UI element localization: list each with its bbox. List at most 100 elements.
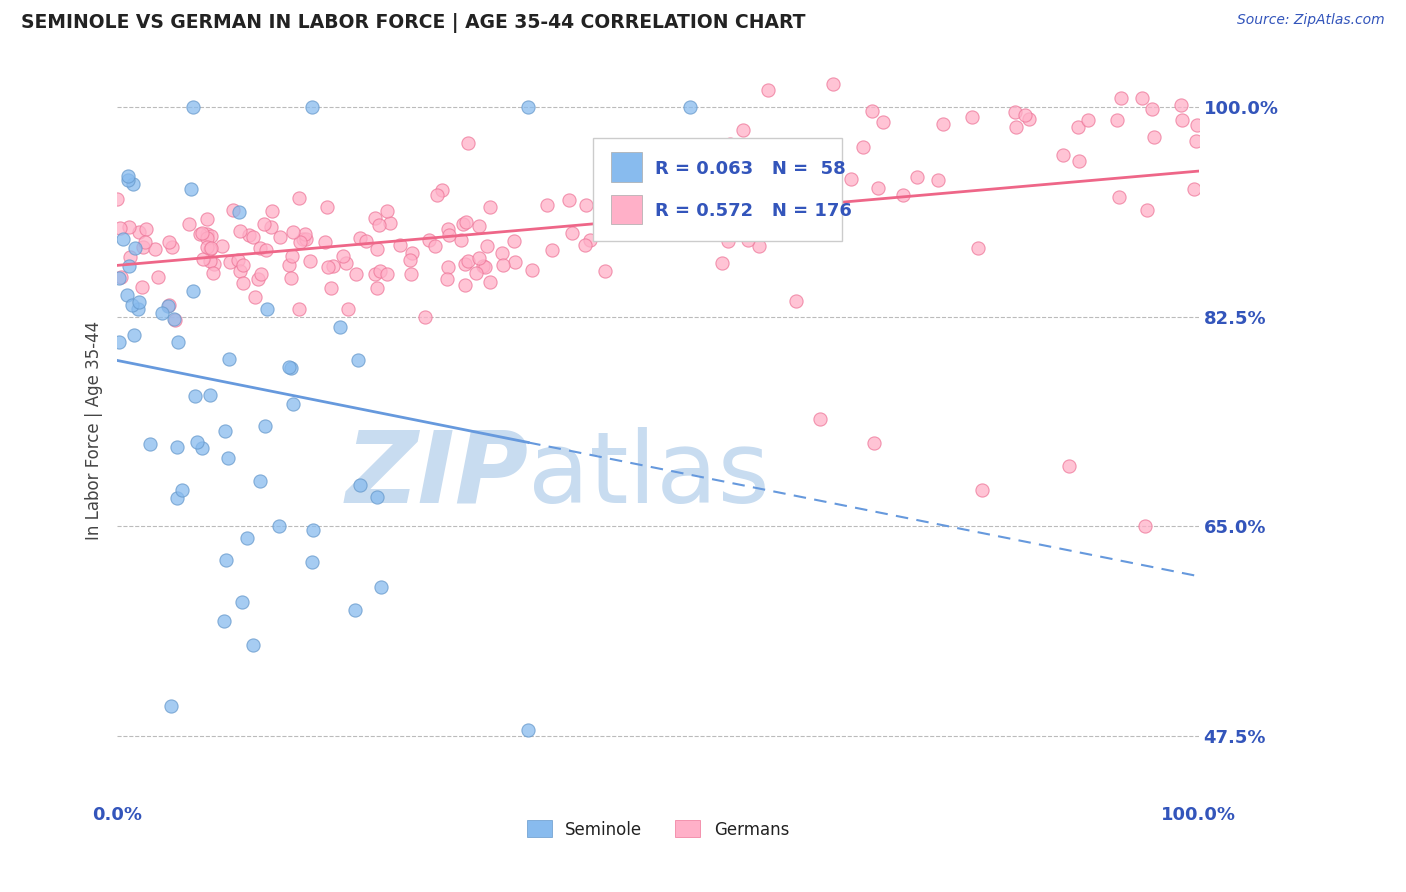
Point (288, 235, 311, 250)
Point (215, 552, 238, 566)
Point (157, 235, 180, 249)
Point (226, 253, 249, 268)
Point (558, 194, 581, 208)
Point (118, 219, 141, 234)
Point (231, 595, 253, 609)
Point (796, 153, 818, 167)
Point (198, 254, 221, 268)
Point (195, 227, 218, 242)
Point (298, 254, 321, 268)
Point (108, 271, 131, 285)
Point (281, 249, 304, 263)
Point (491, 246, 513, 260)
Point (238, 227, 260, 242)
Point (450, 233, 472, 247)
Point (198, 388, 221, 402)
Point (344, 603, 367, 617)
Point (737, 233, 759, 247)
Point (201, 267, 224, 281)
Text: Source: ZipAtlas.com: Source: ZipAtlas.com (1237, 13, 1385, 28)
Point (124, 241, 146, 255)
Point (413, 310, 436, 324)
Point (186, 434, 208, 449)
Point (479, 200, 502, 214)
Point (1133, 519, 1156, 533)
Point (349, 230, 371, 244)
Text: atlas: atlas (529, 426, 769, 524)
Point (927, 173, 949, 187)
Point (468, 219, 491, 234)
Point (380, 217, 402, 231)
Point (254, 244, 277, 258)
Point (363, 267, 385, 281)
Point (1171, 113, 1194, 128)
Point (479, 275, 502, 289)
Point (163, 313, 186, 327)
Point (860, 104, 883, 119)
Point (128, 225, 150, 239)
Point (711, 256, 734, 270)
Point (134, 235, 156, 250)
Point (214, 424, 236, 438)
Point (105, 192, 128, 206)
Point (249, 267, 271, 281)
Point (110, 269, 132, 284)
Y-axis label: In Labor Force | Age 35-44: In Labor Force | Age 35-44 (86, 321, 103, 541)
Point (932, 117, 955, 131)
Point (181, 100, 204, 114)
Point (454, 277, 477, 292)
Point (218, 351, 240, 366)
Point (426, 188, 449, 202)
Point (1004, 104, 1026, 119)
Point (457, 136, 479, 151)
Point (399, 267, 422, 281)
Point (430, 183, 453, 197)
Point (288, 191, 311, 205)
Point (1077, 113, 1099, 128)
Point (195, 230, 218, 244)
Point (785, 294, 807, 309)
Point (160, 698, 183, 713)
Point (1185, 134, 1208, 148)
Point (366, 281, 388, 295)
Point (468, 252, 491, 266)
Point (249, 241, 271, 255)
Point (456, 215, 478, 229)
Point (1004, 120, 1026, 134)
Point (839, 171, 862, 186)
Point (131, 279, 153, 293)
Point (195, 211, 218, 226)
Point (1067, 154, 1090, 169)
Point (863, 435, 886, 450)
Point (217, 451, 239, 466)
Point (1130, 91, 1153, 105)
Point (401, 245, 423, 260)
Point (731, 123, 754, 137)
Point (118, 259, 141, 273)
Point (183, 389, 205, 403)
Point (232, 258, 254, 272)
Point (375, 267, 398, 281)
Point (157, 300, 180, 314)
Point (720, 225, 742, 239)
Point (1052, 147, 1074, 161)
Point (262, 203, 284, 218)
Point (115, 288, 138, 302)
Point (471, 260, 494, 274)
Point (347, 353, 370, 368)
Point (280, 271, 302, 285)
Point (146, 270, 169, 285)
Point (808, 411, 831, 425)
Point (107, 335, 129, 350)
Point (219, 255, 242, 269)
Point (247, 272, 270, 286)
Point (295, 232, 318, 246)
Point (191, 252, 214, 266)
Point (398, 252, 420, 267)
Point (280, 360, 302, 375)
Point (242, 230, 264, 244)
Point (370, 263, 392, 277)
Point (423, 239, 446, 253)
Point (593, 263, 616, 277)
Point (517, 100, 540, 114)
